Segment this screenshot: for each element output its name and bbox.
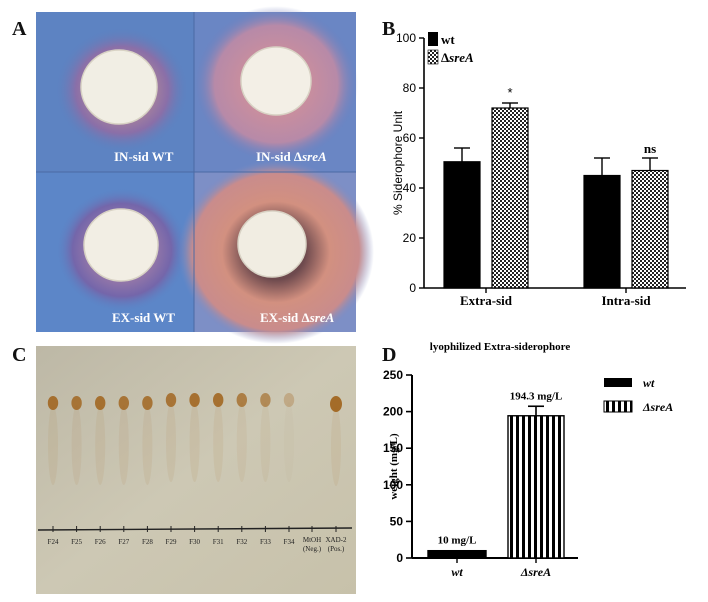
tlc-spot-f25 bbox=[71, 396, 82, 410]
y-tick-label: 20 bbox=[403, 231, 417, 245]
tlc-lane-label: F32 bbox=[236, 538, 247, 546]
legend-label-sre: ΔsreA bbox=[441, 50, 474, 65]
y-tick-label: 100 bbox=[396, 31, 416, 45]
tlc-streak bbox=[95, 405, 106, 485]
bar-wt-extra-sid bbox=[443, 161, 481, 289]
legend-label-wt: wt bbox=[643, 376, 655, 390]
tlc-spot-f24 bbox=[47, 396, 59, 410]
tlc-streak bbox=[189, 402, 200, 482]
tlc-streak bbox=[260, 402, 271, 482]
y-axis-label: % Siderophore Unit bbox=[391, 110, 405, 215]
tlc-control-sublabel: (Neg.) bbox=[303, 545, 322, 553]
y-tick-label: 250 bbox=[383, 368, 403, 382]
bar-sre-extra-sid bbox=[491, 107, 529, 289]
tlc-lane-label: F33 bbox=[260, 538, 271, 546]
chart-title: lyophilized Extra-siderophore bbox=[430, 341, 571, 353]
legend-label-sre: ΔsreA bbox=[642, 400, 673, 414]
tlc-spot-f32 bbox=[236, 393, 247, 407]
tlc-lane-label: F24 bbox=[48, 538, 59, 546]
label-ex-sid-sre: EX-sid ΔsreA bbox=[260, 310, 335, 325]
tlc-spot-f27 bbox=[118, 396, 129, 410]
legend-swatch-sre bbox=[427, 49, 439, 65]
x-category-label: Extra-sid bbox=[460, 293, 513, 308]
y-tick-label: 50 bbox=[390, 514, 404, 528]
tlc-streak bbox=[118, 405, 129, 485]
tlc-spot-f33 bbox=[260, 393, 271, 407]
x-category-label: ΔsreA bbox=[520, 565, 551, 579]
y-tick-label: 150 bbox=[383, 441, 403, 455]
y-tick-label: 80 bbox=[403, 81, 417, 95]
y-tick-label: 0 bbox=[396, 551, 403, 565]
panel-letter-d: D bbox=[382, 344, 397, 366]
tlc-spot-f30 bbox=[189, 393, 200, 407]
tlc-control-sublabel: (Pos.) bbox=[328, 545, 345, 553]
y-tick-label: 100 bbox=[383, 478, 403, 492]
bar-wt bbox=[427, 549, 487, 559]
data-label: 10 mg/L bbox=[438, 535, 477, 547]
tlc-streak bbox=[284, 402, 294, 482]
significance-star: * bbox=[507, 85, 512, 100]
bar-wt-intra-sid bbox=[583, 174, 621, 289]
bar-sre bbox=[507, 415, 565, 559]
tlc-streak bbox=[166, 402, 176, 482]
y-tick-label: 60 bbox=[403, 131, 417, 145]
y-tick-label: 200 bbox=[383, 405, 403, 419]
tlc-streak bbox=[331, 406, 341, 486]
tlc-lane-label: F28 bbox=[142, 538, 153, 546]
legend-swatch-wt bbox=[428, 32, 438, 46]
label-in-sid-wt: IN-sid WT bbox=[114, 149, 174, 164]
tlc-streak bbox=[142, 405, 153, 485]
tlc-spot-f29 bbox=[165, 393, 177, 407]
panel-letter-b: B bbox=[382, 18, 396, 40]
tlc-lane-label: F34 bbox=[284, 538, 295, 546]
tlc-lane-label: F31 bbox=[213, 538, 224, 546]
label-ex-sid-wt: EX-sid WT bbox=[112, 310, 175, 325]
tlc-streak bbox=[71, 405, 82, 485]
panel-letter-a: A bbox=[12, 18, 27, 40]
tlc-lane-label: F26 bbox=[95, 538, 106, 546]
tlc-lane-label: F29 bbox=[166, 538, 177, 546]
tlc-lane-label: F27 bbox=[118, 538, 129, 546]
tlc-spot-f34 bbox=[283, 393, 295, 407]
tlc-lane-label: F25 bbox=[71, 538, 82, 546]
legend-label-wt: wt bbox=[441, 32, 455, 47]
tlc-streak bbox=[236, 402, 247, 482]
label-in-sid-sre: IN-sid ΔsreA bbox=[256, 149, 327, 164]
y-tick-label: 0 bbox=[409, 281, 416, 295]
panel-letter-c: C bbox=[12, 344, 27, 366]
y-tick-label: 40 bbox=[403, 181, 417, 195]
x-category-label: Intra-sid bbox=[601, 293, 651, 308]
bar-sre-intra-sid bbox=[631, 169, 669, 289]
y-axis-label: weight (mg/L) bbox=[388, 433, 400, 500]
tlc-spot-positive bbox=[330, 396, 342, 412]
x-category-label: wt bbox=[451, 565, 463, 579]
tlc-spot-f26 bbox=[95, 396, 106, 410]
tlc-lane-label: F30 bbox=[189, 538, 200, 546]
tlc-spot-f31 bbox=[213, 393, 224, 407]
legend-swatch-sre bbox=[603, 400, 633, 413]
tlc-streak bbox=[48, 405, 58, 485]
tlc-streak bbox=[213, 402, 224, 482]
data-label: 194.3 mg/L bbox=[510, 390, 563, 402]
tlc-control-label: XAD-2 bbox=[326, 536, 347, 544]
significance-ns: ns bbox=[644, 141, 656, 156]
tlc-spot-f28 bbox=[142, 396, 153, 410]
tlc-control-label: MtOH bbox=[303, 536, 321, 544]
legend-swatch-wt bbox=[604, 378, 632, 387]
